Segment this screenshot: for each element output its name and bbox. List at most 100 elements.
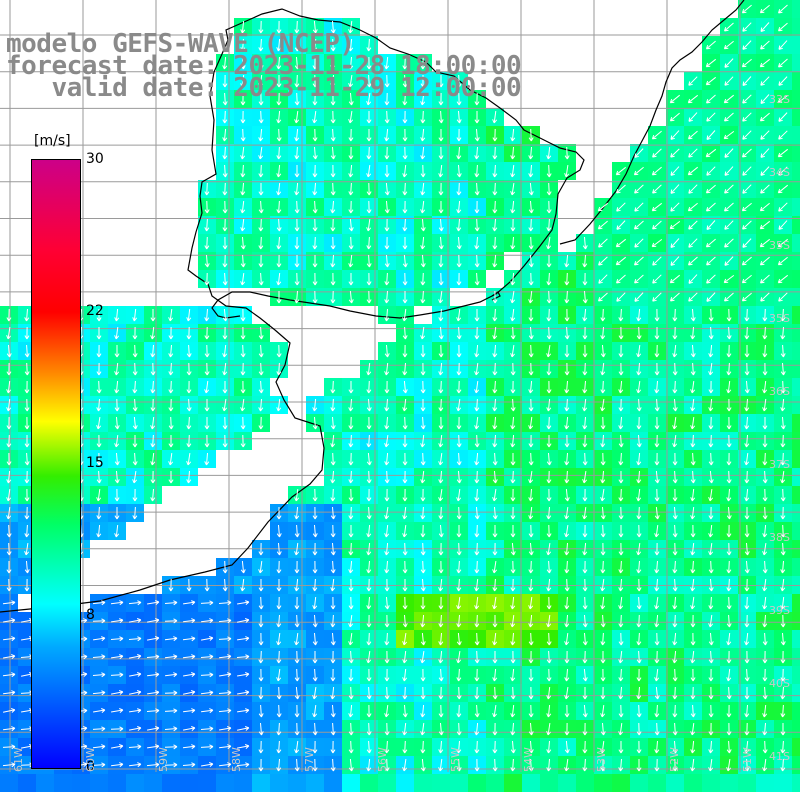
wind-cell [432,774,450,792]
wind-arrow [384,435,390,448]
wind-arrow [168,380,174,394]
wind-arrow [258,398,264,412]
wind-arrow [128,600,142,606]
wind-arrow [438,380,444,394]
wind-arrow [672,614,678,628]
wind-arrow [258,200,264,214]
wind-arrow [636,524,642,538]
wind-arrow [744,650,750,664]
lon-label-61w: 61W [12,747,25,772]
wind-arrow [348,470,354,484]
wind-arrow [438,470,444,484]
wind-arrow [6,542,12,556]
wind-arrow [438,632,444,646]
wind-arrow [312,74,318,88]
wind-arrow [204,200,210,214]
wind-cell [792,522,800,540]
wind-arrow [182,636,196,642]
wind-arrow [597,220,608,230]
wind-arrow [492,326,498,340]
wind-arrow [240,380,246,394]
wind-arrow [366,488,372,502]
wind-arrow [330,182,336,196]
wind-arrow [348,488,354,502]
wind-arrow [402,362,408,376]
wind-arrow [654,614,660,628]
wind-arrow [690,362,696,376]
wind-arrow [723,40,734,50]
wind-arrow [456,326,462,340]
wind-cell [288,774,306,792]
wind-arrow [762,704,768,718]
wind-cell [720,774,738,792]
wind-arrow [150,344,156,358]
wind-arrow [258,110,264,124]
wind-arrow [690,344,696,358]
wind-arrow [240,344,246,358]
wind-arrow [420,506,426,520]
wind-arrow [128,636,142,642]
wind-arrow [546,435,552,448]
wind-arrow [706,292,716,302]
wind-arrow [110,600,124,606]
wind-cell [792,450,800,468]
wind-arrow [402,435,408,448]
wind-arrow [744,488,750,502]
wind-arrow [294,74,300,88]
wind-arrow [762,579,768,592]
wind-arrow [546,200,552,214]
wind-arrow [618,614,624,628]
wind-arrow [636,686,642,700]
wind-arrow [492,758,498,772]
wind-arrow [724,184,734,194]
wind-arrow [237,618,250,623]
wind-cell [774,774,792,792]
wind-arrow [129,654,142,659]
wind-arrow [744,308,750,322]
wind-cell [648,774,666,792]
wind-arrow [384,507,390,520]
wind-cell [0,774,18,792]
wind-arrow [528,362,534,376]
wind-cell [792,270,800,288]
wind-arrow [672,524,678,538]
wind-cell [72,774,90,792]
wind-arrow [600,542,606,556]
wind-arrow [438,92,444,106]
wind-arrow [744,740,750,754]
wind-arrow [564,272,570,286]
wind-arrow [708,506,714,520]
wind-arrow [726,398,732,412]
wind-cell [108,774,126,792]
wind-arrow [132,308,138,322]
wind-arrow [690,758,696,772]
wind-arrow [276,579,282,592]
wind-arrow [600,470,606,484]
wind-arrow [582,488,588,502]
wind-arrow [456,614,462,628]
wind-arrow [456,632,462,646]
wind-arrow [618,525,624,538]
wind-arrow [330,218,336,232]
wind-arrow [132,398,138,412]
wind-arrow [218,636,232,642]
wind-arrow [726,650,732,664]
wind-arrow [276,633,282,646]
wind-arrow [582,614,588,628]
wind-arrow [528,146,534,160]
wind-arrow [258,362,264,376]
wind-arrow [24,488,30,502]
wind-cell [90,774,108,792]
wind-arrow [762,506,768,520]
wind-arrow [456,362,462,376]
wind-arrow [348,56,354,70]
wind-arrow [348,38,354,52]
lon-label-56w: 56W [376,747,389,772]
wind-arrow [708,650,714,664]
wind-arrow [366,290,372,304]
wind-arrow [294,56,300,70]
wind-arrow [510,596,516,610]
wind-cell [414,774,432,792]
wind-cell [180,774,198,792]
wind-arrow [312,272,318,286]
